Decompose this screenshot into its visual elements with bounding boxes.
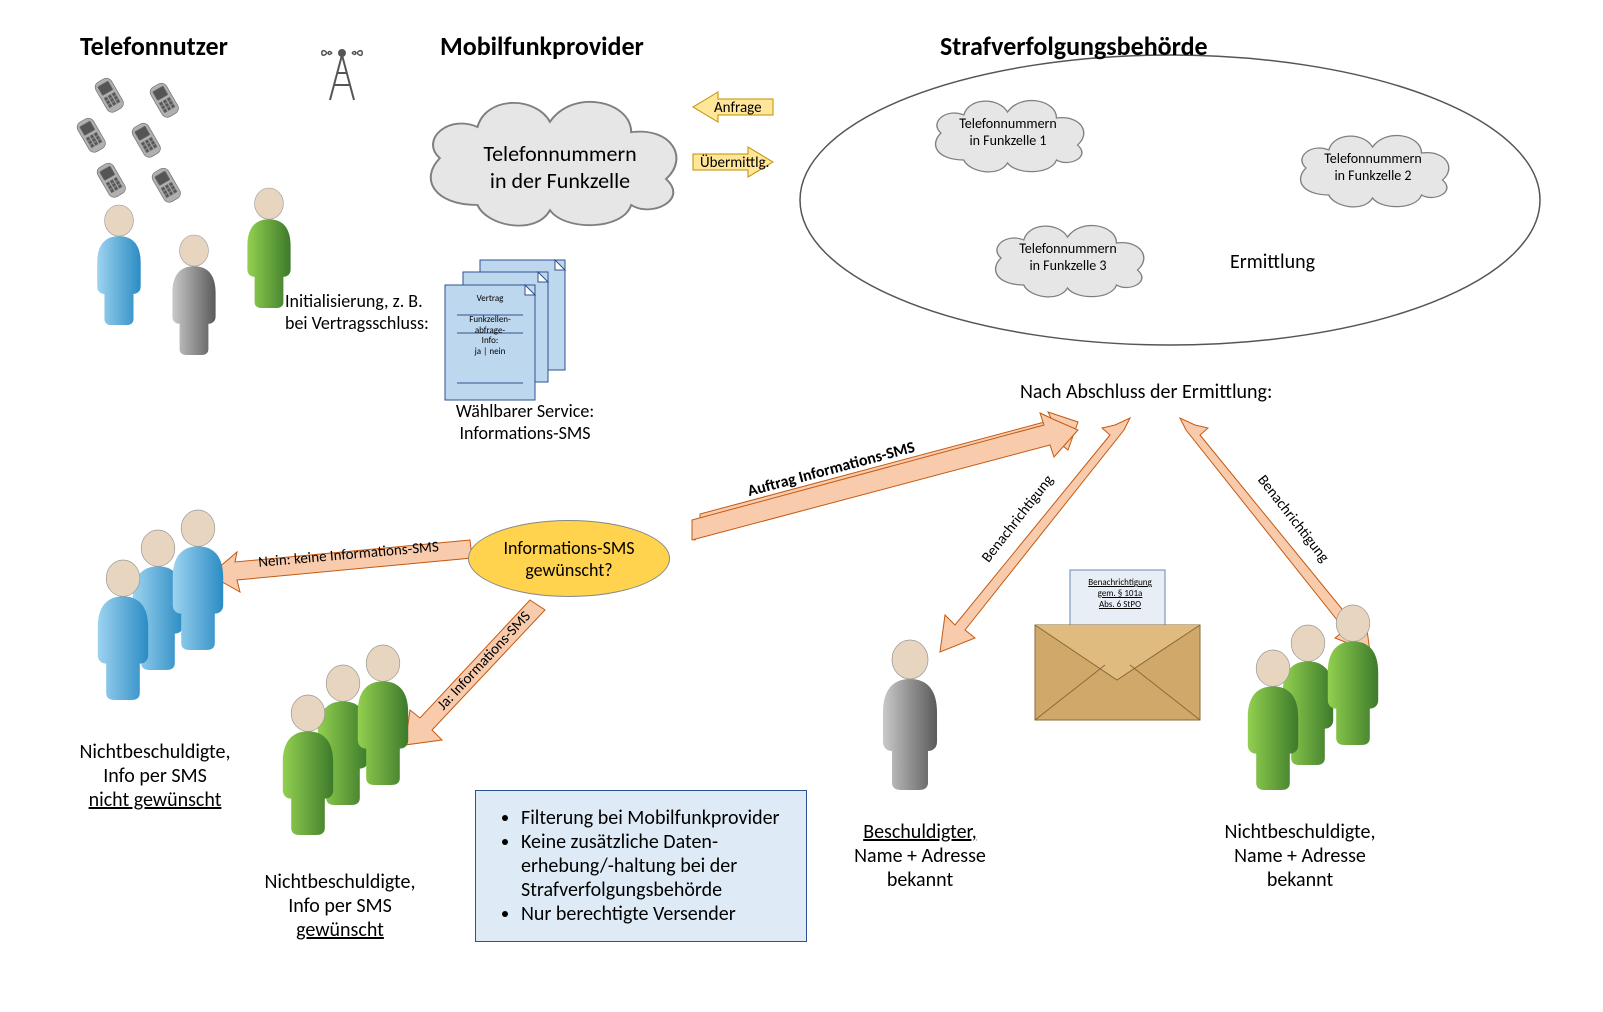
heading-behoerde: Strafverfolgungsbehörde [940, 30, 1208, 62]
cap-gr-l3: bekannt [1267, 868, 1333, 892]
cap-gr-l2: Name + Adresse [1234, 844, 1366, 868]
ellipse-behoerde-icon [800, 55, 1540, 345]
info-2b: erhebung/-haltung bei der [521, 854, 737, 878]
diagram-canvas: Telefonnutzer Mobilfunkprovider Strafver… [0, 0, 1603, 1012]
cap-gl-l2: Info per SMS [288, 894, 392, 918]
label-uebermittlung: Übermittlg. [700, 154, 769, 172]
decision-sms: Informations-SMS gewünscht? [468, 520, 670, 597]
person-accused-icon [883, 640, 937, 790]
fz3-l2: in Funkzelle 3 [1029, 257, 1106, 274]
fz2-l1: Telefonnummern [1324, 150, 1422, 167]
service-l1: Wählbarer Service: [456, 400, 594, 422]
decision-l2: gewünscht? [525, 559, 612, 581]
info-item-2: Keine zusätzliche Daten- erhebung/-haltu… [521, 830, 786, 902]
doc-l1: Vertrag [477, 293, 504, 304]
decision-l1: Informations-SMS [503, 537, 634, 559]
label-service: Wählbarer Service: Informations-SMS [435, 400, 615, 444]
user-blue-top-icon [97, 205, 140, 325]
init-l1: Initialisierung, z. B. [285, 290, 423, 312]
init-l2: bei Vertragsschluss: [285, 312, 429, 334]
cloud-fz2-text: Telefonnummernin Funkzelle 2 [1313, 150, 1433, 184]
doc-l4: Info: [482, 335, 499, 346]
phones-icon [75, 76, 183, 204]
caption-green-right: Nichtbeschuldigte, Name + Adresse bekann… [1190, 820, 1410, 892]
info-2c: Strafverfolgungsbehörde [521, 878, 722, 902]
info-2a: Keine zusätzliche Daten- [521, 830, 718, 854]
heading-provider: Mobilfunkprovider [440, 30, 644, 62]
letter-text: Benachrichtigung gem. § 101a Abs. 6 StPO [1075, 578, 1165, 610]
letter-l3: Abs. 6 StPO [1099, 599, 1141, 610]
cap-grey-l3: bekannt [887, 868, 953, 892]
group-green-right-icon [1248, 605, 1378, 790]
group-green-left-icon [283, 645, 408, 835]
cap-gl-l3: gewünscht [296, 918, 384, 942]
doc-l2: Funkzellen- [469, 314, 511, 325]
letter-l2: gem. § 101a [1098, 588, 1143, 599]
cap-blue-l3: nicht gewünscht [89, 788, 222, 812]
cap-gr-l1: Nichtbeschuldigte, [1225, 820, 1376, 844]
fz1-l1: Telefonnummern [959, 115, 1057, 132]
user-grey-top-icon [172, 235, 215, 355]
letter-l1: Benachrichtigung [1088, 577, 1152, 588]
caption-accused: Beschuldigter, Name + Adresse bekannt [820, 820, 1020, 892]
cloud-main-l2: in der Funkzelle [490, 167, 630, 194]
cloud-fz1-text: Telefonnummernin Funkzelle 1 [948, 115, 1068, 149]
cap-gl-l1: Nichtbeschuldigte, [265, 870, 416, 894]
info-item-1: Filterung bei Mobilfunkprovider [521, 806, 786, 830]
label-nach-abschluss: Nach Abschluss der Ermittlung: [1020, 380, 1272, 404]
service-l2: Informations-SMS [459, 422, 590, 444]
antenna-icon [322, 50, 363, 100]
cap-blue-l1: Nichtbeschuldigte, [80, 740, 231, 764]
label-anfrage: Anfrage [714, 99, 762, 117]
label-init: Initialisierung, z. B. bei Vertragsschlu… [285, 290, 429, 334]
info-item-3: Nur berechtigte Versender [521, 902, 786, 926]
group-blue-icon [98, 510, 223, 700]
cloud-main-text: Telefonnummern in der Funkzelle [450, 140, 670, 194]
doc-l5: ja | nein [475, 346, 506, 357]
caption-blue: Nichtbeschuldigte, Info per SMS nicht ge… [55, 740, 255, 812]
fz1-l2: in Funkzelle 1 [969, 132, 1046, 149]
cloud-fz3-text: Telefonnummernin Funkzelle 3 [1008, 240, 1128, 274]
doc-l3: abfrage- [475, 325, 505, 336]
cap-grey-l1: Beschuldigter, [863, 820, 977, 844]
cloud-main-l1: Telefonnummern [483, 140, 636, 167]
heading-telefonnutzer: Telefonnutzer [80, 30, 228, 62]
label-ermittlung: Ermittlung [1230, 250, 1315, 274]
cap-grey-l2: Name + Adresse [854, 844, 986, 868]
fz2-l2: in Funkzelle 2 [1334, 167, 1411, 184]
fz3-l1: Telefonnummern [1019, 240, 1117, 257]
info-box: Filterung bei Mobilfunkprovider Keine zu… [475, 790, 807, 942]
caption-green-left: Nichtbeschuldigte, Info per SMS gewünsch… [240, 870, 440, 942]
doc-text: Vertrag Funkzellen- abfrage- Info: ja | … [450, 294, 530, 358]
cap-blue-l2: Info per SMS [103, 764, 207, 788]
